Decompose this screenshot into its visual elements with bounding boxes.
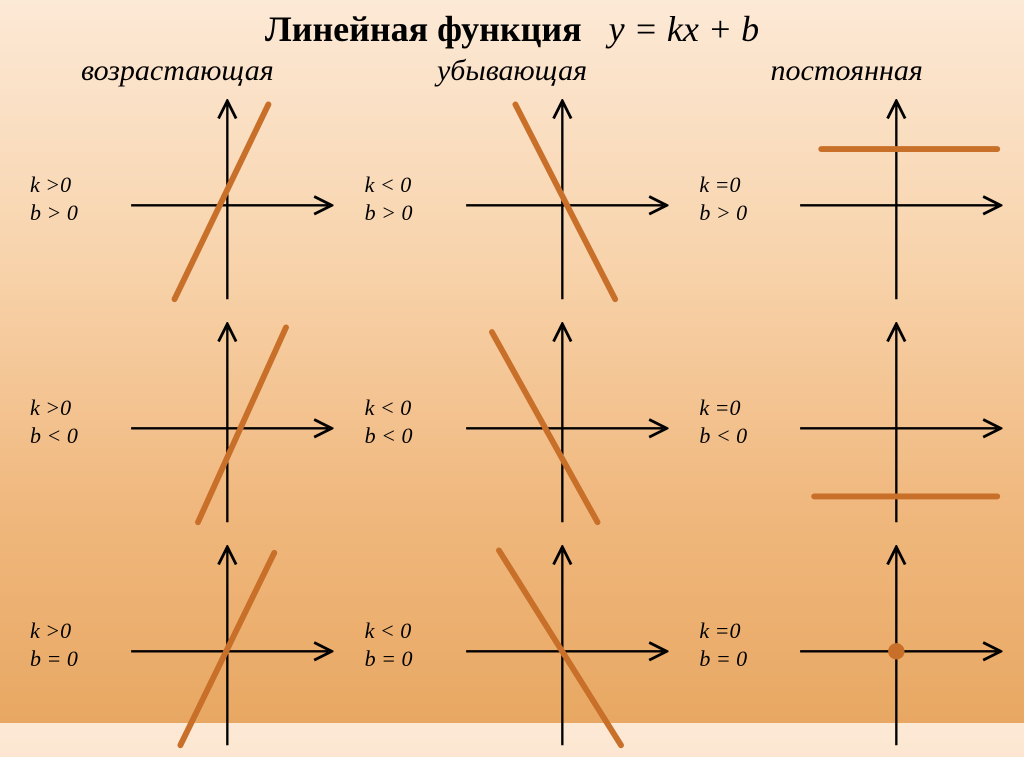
b-condition: b > 0	[365, 199, 439, 228]
plot-cell: k =0b = 0	[679, 534, 1014, 757]
column-headers: возрастающая убывающая постоянная	[0, 54, 1024, 88]
plot-cell: k < 0b < 0	[345, 311, 680, 534]
col-header-increasing: возрастающая	[10, 54, 345, 88]
k-condition: k < 0	[365, 394, 439, 423]
plot-svg	[110, 534, 345, 757]
b-condition: b < 0	[30, 422, 104, 451]
plot-svg	[779, 311, 1014, 534]
condition-labels: k =0b > 0	[679, 171, 779, 228]
plot	[445, 534, 680, 757]
plot	[110, 534, 345, 757]
plot	[445, 88, 680, 311]
plot	[779, 311, 1014, 534]
b-condition: b = 0	[365, 645, 439, 674]
b-condition: b < 0	[699, 422, 773, 451]
plot-svg	[445, 311, 680, 534]
b-condition: b = 0	[699, 645, 773, 674]
plot	[110, 311, 345, 534]
function-point	[888, 643, 904, 659]
plot-svg	[779, 534, 1014, 757]
function-line	[499, 550, 621, 745]
condition-labels: k >0b = 0	[10, 617, 110, 674]
condition-labels: k < 0b < 0	[345, 394, 445, 451]
condition-labels: k =0b = 0	[679, 617, 779, 674]
plot-cell: k < 0b = 0	[345, 534, 680, 757]
plot	[445, 311, 680, 534]
title-row: Линейная функция y = kx + b	[0, 0, 1024, 50]
k-condition: k =0	[699, 394, 773, 423]
plot	[779, 88, 1014, 311]
b-condition: b < 0	[365, 422, 439, 451]
b-condition: b > 0	[30, 199, 104, 228]
condition-labels: k < 0b = 0	[345, 617, 445, 674]
k-condition: k < 0	[365, 617, 439, 646]
plot-cell: k < 0b > 0	[345, 88, 680, 311]
function-line	[175, 104, 269, 299]
condition-labels: k < 0b > 0	[345, 171, 445, 228]
k-condition: k < 0	[365, 171, 439, 200]
plot-svg	[445, 88, 680, 311]
plot-cell: k >0b < 0	[10, 311, 345, 534]
plot-svg	[779, 88, 1014, 311]
plot-cell: k >0b = 0	[10, 534, 345, 757]
k-condition: k =0	[699, 617, 773, 646]
plot-svg	[110, 88, 345, 311]
condition-labels: k >0b < 0	[10, 394, 110, 451]
plot-grid: k >0b > 0 k < 0b > 0 k =0b > 0 k >0b < 0	[0, 88, 1024, 708]
plot	[110, 88, 345, 311]
function-line	[198, 327, 286, 522]
condition-labels: k >0b > 0	[10, 171, 110, 228]
k-condition: k >0	[30, 171, 104, 200]
col-header-decreasing: убывающая	[345, 54, 680, 88]
k-condition: k >0	[30, 394, 104, 423]
condition-labels: k =0b < 0	[679, 394, 779, 451]
col-header-constant: постоянная	[679, 54, 1014, 88]
plot-svg	[445, 534, 680, 757]
plot-cell: k =0b < 0	[679, 311, 1014, 534]
title-formula: y = kx + b	[609, 9, 760, 49]
plot-svg	[110, 311, 345, 534]
k-condition: k =0	[699, 171, 773, 200]
plot	[779, 534, 1014, 757]
plot-cell: k >0b > 0	[10, 88, 345, 311]
title-text: Линейная функция	[265, 9, 582, 49]
b-condition: b = 0	[30, 645, 104, 674]
plot-cell: k =0b > 0	[679, 88, 1014, 311]
function-line	[515, 104, 615, 299]
k-condition: k >0	[30, 617, 104, 646]
b-condition: b > 0	[699, 199, 773, 228]
